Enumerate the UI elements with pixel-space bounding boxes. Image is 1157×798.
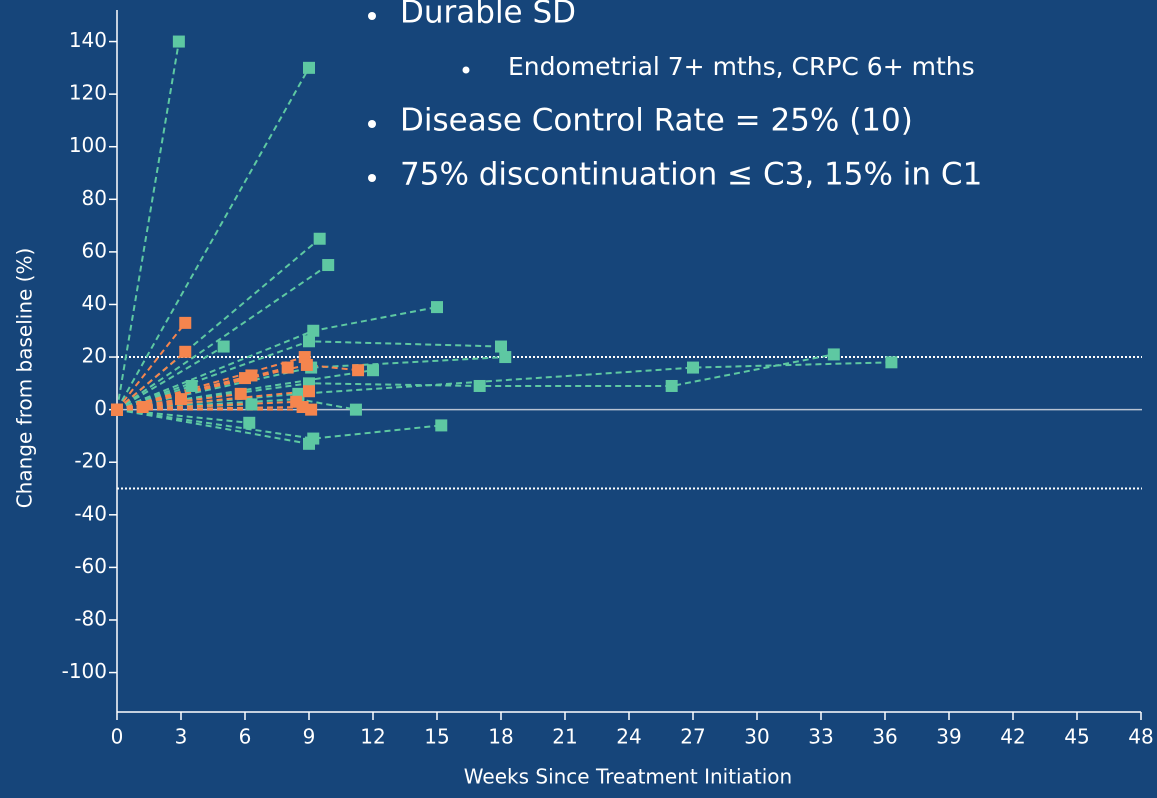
y-tick-label: -20 [74, 449, 107, 473]
annotation: 75% discontinuation ≤ C3, 15% in C1 [400, 157, 982, 193]
marker [303, 335, 315, 348]
marker [303, 385, 315, 398]
patient-line [116, 345, 225, 411]
marker [175, 393, 187, 406]
marker [352, 364, 365, 377]
x-tick-label: 30 [744, 725, 769, 749]
bullet [368, 174, 376, 182]
marker [307, 432, 320, 445]
x-tick-label: 21 [552, 725, 577, 749]
marker [473, 379, 486, 392]
x-tick-label: 42 [1000, 725, 1025, 749]
marker [300, 358, 313, 371]
marker [349, 403, 362, 416]
x-tick-label: 24 [616, 725, 641, 749]
y-tick-label: 80 [82, 186, 107, 210]
patient-line [116, 351, 186, 411]
y-tick-label: 40 [82, 291, 107, 315]
y-tick-label: -40 [74, 501, 107, 525]
bullet [462, 66, 470, 74]
y-tick-label: 60 [82, 238, 107, 262]
marker [179, 316, 192, 329]
patient-line [116, 41, 180, 410]
x-tick-label: 48 [1128, 725, 1153, 749]
annotation: Disease Control Rate = 25% (10) [400, 103, 913, 139]
annotation: Durable SD [400, 0, 576, 31]
x-tick-label: 9 [303, 725, 316, 749]
y-tick-label: 140 [69, 28, 107, 52]
marker [281, 361, 294, 374]
x-tick-label: 6 [239, 725, 252, 749]
marker [665, 379, 678, 392]
marker [827, 348, 840, 361]
marker [136, 401, 149, 414]
x-tick-label: 45 [1064, 725, 1089, 749]
x-axis-title: Weeks Since Treatment Initiation [464, 765, 792, 789]
y-tick-label: 0 [94, 396, 107, 420]
marker [431, 301, 443, 314]
patient-line [116, 408, 442, 440]
y-tick-label: -60 [74, 554, 107, 578]
marker [243, 416, 256, 429]
marker [111, 403, 123, 416]
marker [322, 259, 335, 272]
marker [234, 387, 247, 400]
marker [499, 351, 512, 364]
marker [305, 403, 318, 416]
x-tick-label: 12 [360, 725, 385, 749]
y-tick-label: 20 [82, 344, 107, 368]
marker [172, 35, 185, 48]
marker [885, 356, 898, 369]
patient-line [116, 264, 329, 411]
marker [687, 361, 699, 374]
marker [245, 369, 258, 382]
patient-line [116, 361, 892, 411]
patient-line [116, 408, 310, 445]
x-tick-label: 39 [936, 725, 961, 749]
y-tick-label: 100 [69, 133, 107, 157]
marker [179, 345, 192, 358]
marker [217, 340, 230, 353]
marker [245, 398, 258, 411]
patient-line [116, 322, 187, 411]
y-tick-label: -100 [62, 659, 107, 683]
x-tick-label: 18 [488, 725, 513, 749]
marker [367, 364, 379, 377]
patient-line [116, 67, 310, 411]
x-tick-label: 27 [680, 725, 705, 749]
bullet [368, 12, 376, 20]
y-tick-label: 120 [69, 81, 107, 105]
x-tick-label: 33 [808, 725, 833, 749]
y-tick-label: -80 [74, 606, 107, 630]
marker [313, 232, 326, 245]
marker [185, 379, 198, 392]
annotation: Endometrial 7+ mths, CRPC 6+ mths [508, 52, 975, 81]
bullet [368, 120, 376, 128]
x-tick-label: 15 [424, 725, 449, 749]
x-tick-label: 0 [111, 725, 124, 749]
y-axis-title: Change from baseline (%) [13, 248, 37, 509]
x-tick-label: 3 [175, 725, 188, 749]
marker [495, 340, 507, 353]
x-tick-label: 36 [872, 725, 897, 749]
marker [307, 324, 320, 337]
marker [303, 61, 315, 74]
patient-line [116, 356, 305, 411]
marker [435, 419, 448, 432]
